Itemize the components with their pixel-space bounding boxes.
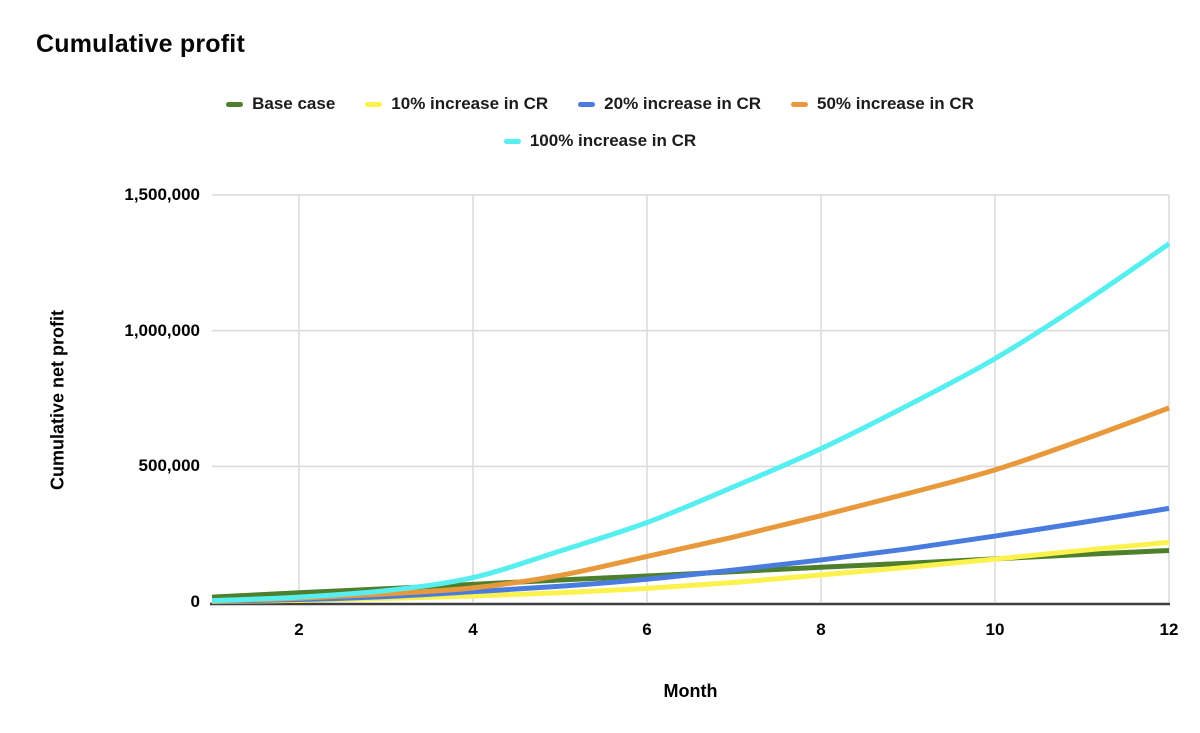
legend-label: 100% increase in CR — [529, 131, 697, 150]
legend-swatch-icon — [578, 101, 596, 107]
legend-swatch-icon — [365, 101, 383, 107]
x-tick-label: 8 — [816, 620, 826, 639]
x-tick-label: 10 — [985, 620, 1005, 639]
legend-item: 100% increase in CR — [503, 131, 697, 151]
legend-label: 50% increase in CR — [817, 94, 974, 113]
y-tick-label: 500,000 — [138, 456, 200, 476]
x-tick-label: 6 — [642, 620, 652, 639]
y-axis-title: Cumulative net profit — [47, 309, 68, 491]
y-tick-label: 1,500,000 — [124, 185, 200, 204]
legend-row: Base case 10% increase in CR 20% increase … — [226, 94, 974, 114]
legend-label: Base case — [252, 94, 336, 113]
legend-row: 100% increase in CR — [503, 131, 697, 151]
legend-item: 50% increase in CR — [791, 94, 974, 114]
legend-swatch-icon — [226, 101, 244, 107]
legend-item: 20% increase in CR — [578, 94, 761, 114]
series-line-2 — [211, 505, 1170, 604]
legend-label: 20% increase in CR — [604, 94, 762, 113]
legend: Base case 10% increase in CR 20% increase … — [0, 94, 1200, 151]
x-tick-label: 12 — [1159, 620, 1179, 639]
y-tick-label: 0 — [190, 592, 200, 611]
x-tick-label: 4 — [468, 620, 478, 639]
legend-item: Base case — [226, 94, 335, 114]
series-line-4 — [211, 241, 1171, 604]
series-line-3 — [211, 405, 1170, 604]
legend-item: 10% increase in CR — [365, 94, 548, 114]
x-axis-title: Month — [663, 681, 718, 701]
y-tick-label: 1,000,000 — [124, 320, 200, 340]
legend-swatch-icon — [503, 138, 521, 144]
x-tick-label: 2 — [294, 620, 304, 639]
legend-swatch-icon — [791, 101, 809, 107]
chart-title: Cumulative profit — [36, 30, 245, 58]
legend-label: 10% increase in CR — [391, 94, 549, 113]
